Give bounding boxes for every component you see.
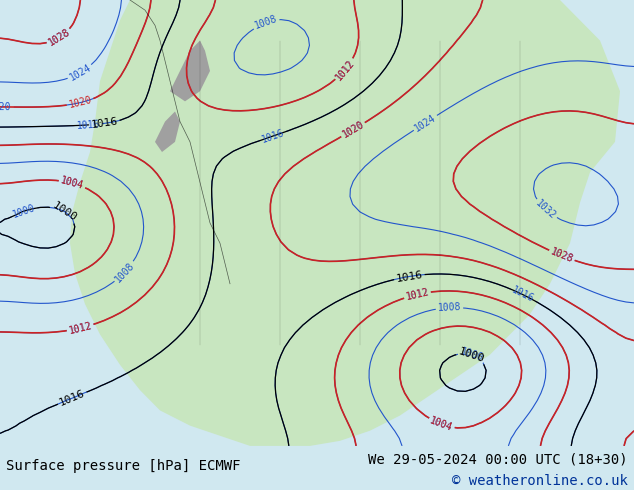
Text: 1024: 1024 xyxy=(413,112,438,133)
Text: 1020: 1020 xyxy=(68,95,93,110)
Text: 1000: 1000 xyxy=(457,346,486,364)
Text: 1004: 1004 xyxy=(60,175,85,191)
Text: 1016: 1016 xyxy=(395,270,424,284)
Text: 1000: 1000 xyxy=(11,202,37,220)
Text: 1004: 1004 xyxy=(429,416,454,433)
Text: 1008: 1008 xyxy=(254,14,279,31)
Text: 1028: 1028 xyxy=(549,246,574,265)
Text: 1012: 1012 xyxy=(404,287,430,302)
Text: We 29-05-2024 00:00 UTC (18+30): We 29-05-2024 00:00 UTC (18+30) xyxy=(368,452,628,466)
Text: 1012: 1012 xyxy=(333,57,356,82)
Text: 1004: 1004 xyxy=(60,175,85,191)
Text: 1016: 1016 xyxy=(58,388,87,408)
Text: 1012: 1012 xyxy=(404,287,430,302)
Text: Surface pressure [hPa] ECMWF: Surface pressure [hPa] ECMWF xyxy=(6,459,241,473)
Text: 1004: 1004 xyxy=(429,416,454,433)
Text: 1028: 1028 xyxy=(47,27,72,48)
Text: 1016: 1016 xyxy=(76,119,100,131)
Text: 1020: 1020 xyxy=(0,102,12,112)
Text: 1024: 1024 xyxy=(68,63,93,83)
Text: 1032: 1032 xyxy=(534,198,558,221)
Text: 1028: 1028 xyxy=(47,27,72,48)
Text: 1020: 1020 xyxy=(340,120,366,140)
Text: 1008: 1008 xyxy=(437,302,462,313)
Text: 1000: 1000 xyxy=(459,347,484,364)
Text: 1016: 1016 xyxy=(260,127,286,145)
Text: 1028: 1028 xyxy=(549,246,574,265)
Text: 1012: 1012 xyxy=(333,57,356,82)
Text: 1008: 1008 xyxy=(113,260,136,284)
Text: 1020: 1020 xyxy=(340,120,366,140)
Text: 1012: 1012 xyxy=(68,320,93,336)
Text: 1016: 1016 xyxy=(510,285,536,304)
Text: 1000: 1000 xyxy=(51,200,79,223)
Text: 1016: 1016 xyxy=(90,117,119,130)
Text: 1012: 1012 xyxy=(68,320,93,336)
Text: © weatheronline.co.uk: © weatheronline.co.uk xyxy=(452,474,628,488)
